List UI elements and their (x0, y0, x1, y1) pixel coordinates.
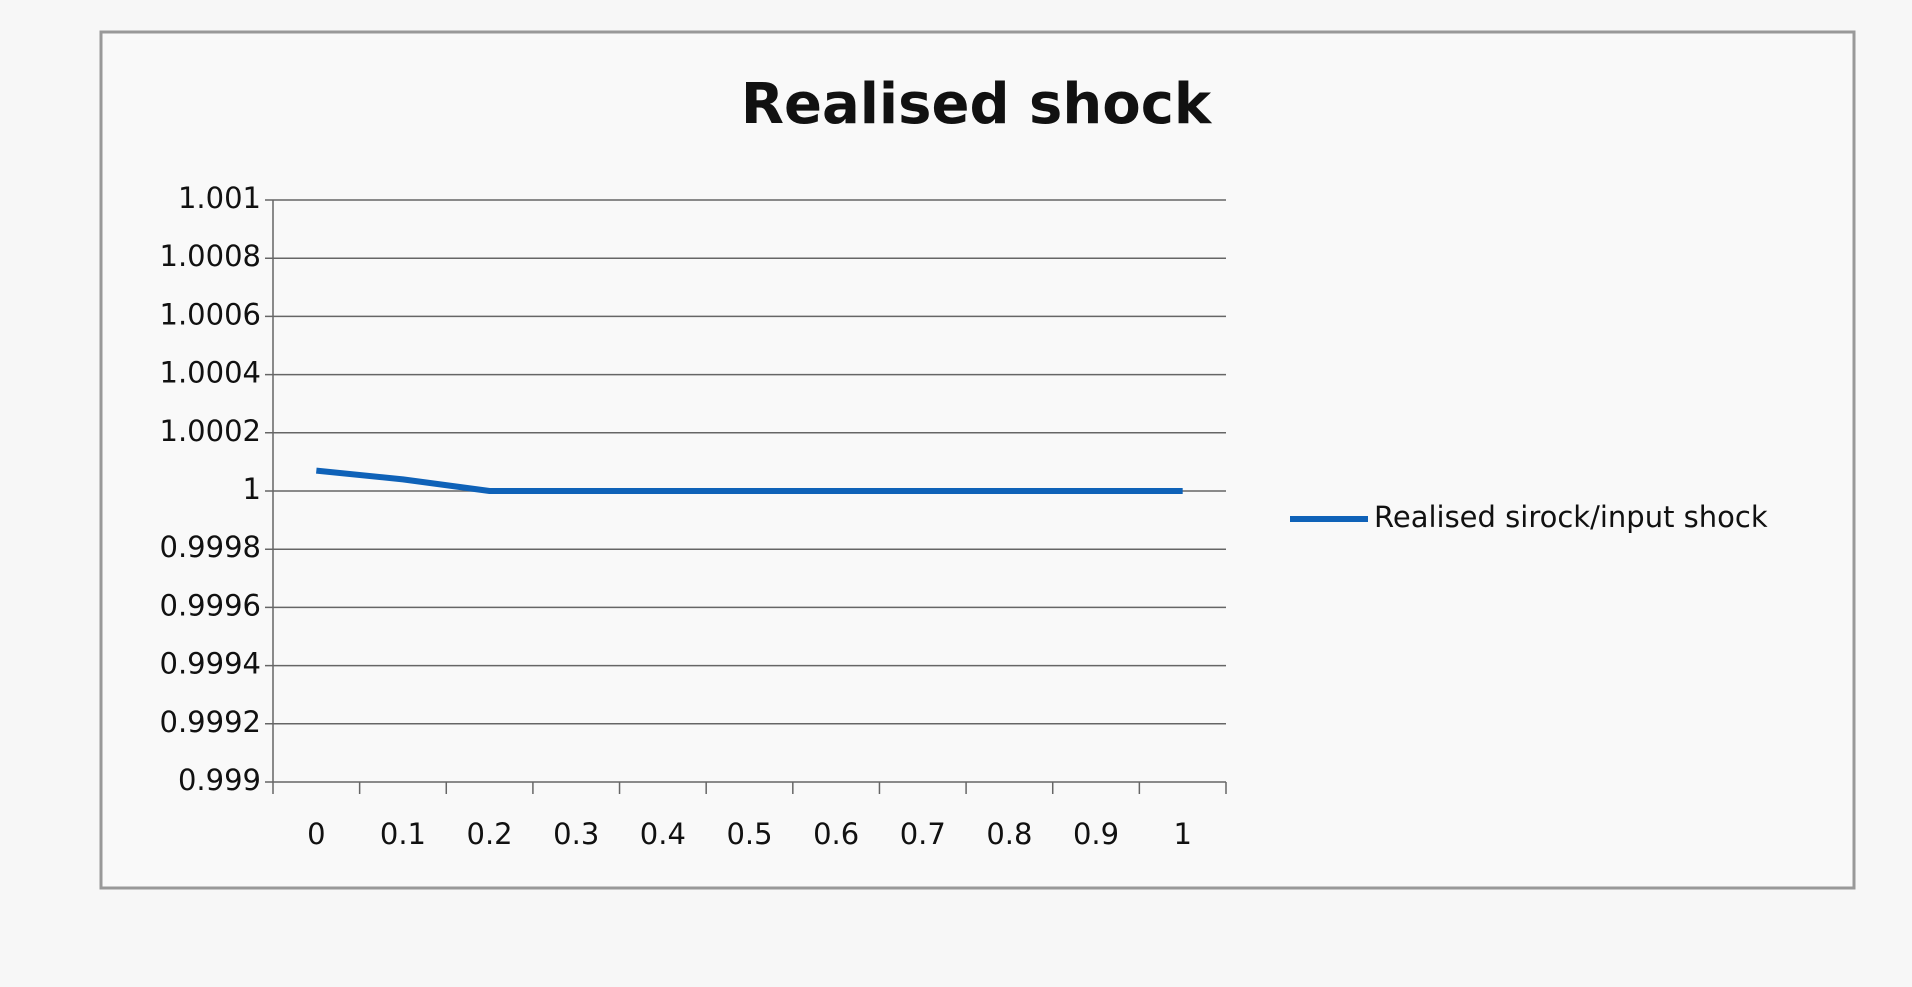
y-tick-label: 1.0006 (160, 297, 261, 331)
x-tick-label: 0.2 (467, 817, 513, 851)
y-tick-label: 0.9992 (160, 705, 261, 739)
x-tick-label: 1 (1173, 817, 1191, 851)
y-tick-label: 1.001 (178, 181, 261, 215)
y-tick-label: 1.0004 (160, 356, 261, 390)
x-tick-label: 0.4 (640, 817, 686, 851)
y-tick-label: 1 (243, 472, 261, 506)
x-tick-label: 0.6 (813, 817, 859, 851)
x-tick-label: 0.8 (986, 817, 1032, 851)
y-tick-label: 1.0008 (160, 239, 261, 273)
y-tick-label: 1.0002 (160, 414, 261, 448)
y-tick-label: 0.9994 (160, 647, 261, 681)
x-tick-label: 0.7 (900, 817, 946, 851)
y-tick-label: 0.9998 (160, 530, 261, 564)
chart-title: Realised shock (741, 72, 1213, 137)
x-tick-label: 0.3 (553, 817, 599, 851)
x-tick-label: 0.5 (726, 817, 772, 851)
y-tick-label: 0.999 (178, 763, 261, 797)
legend-label: Realised sirock/input shock (1374, 500, 1768, 534)
y-tick-label: 0.9996 (160, 588, 261, 622)
x-tick-label: 0.1 (380, 817, 426, 851)
x-tick-label: 0.9 (1073, 817, 1119, 851)
data-line (316, 467, 1183, 494)
chart-frame (99, 30, 1856, 890)
x-tick-label: 0 (307, 817, 325, 851)
